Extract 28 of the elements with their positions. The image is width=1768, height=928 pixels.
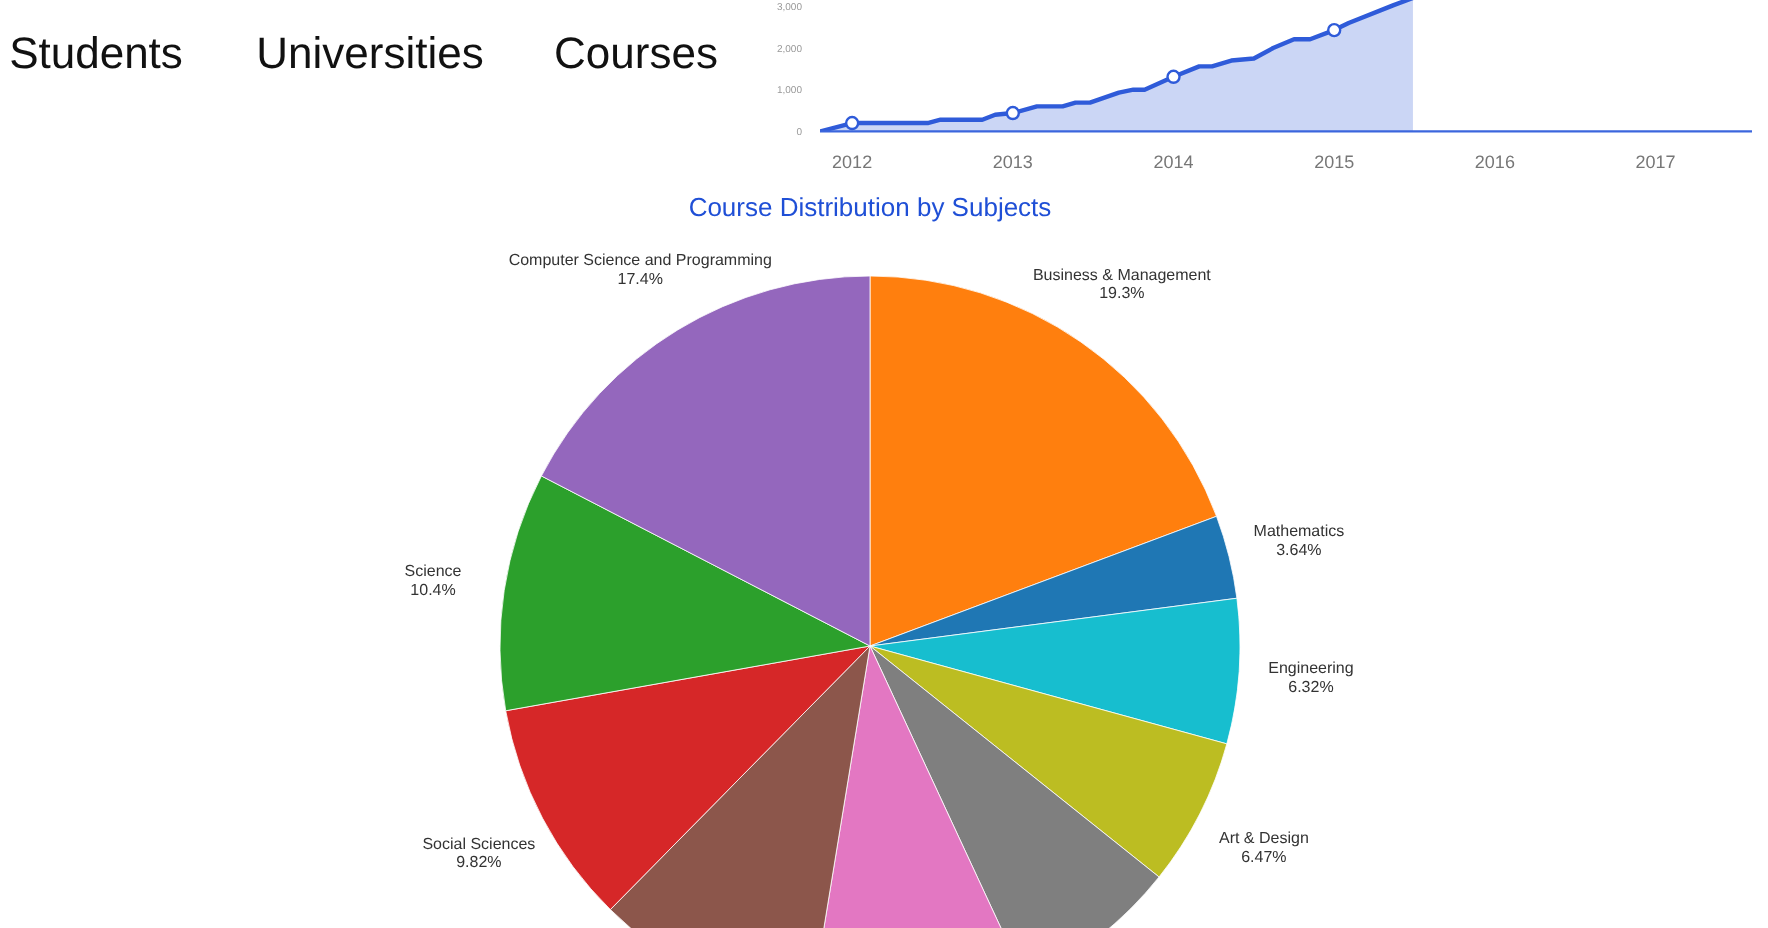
x-tick-label: 2012 xyxy=(832,152,873,172)
chart-title: Course Distribution by Subjects xyxy=(688,192,1053,222)
x-tick-label: 2013 xyxy=(992,152,1033,172)
data-label: 19.3% xyxy=(1099,283,1145,302)
x-tick-label: 2014 xyxy=(1153,152,1194,172)
slice-label: Social Sciences xyxy=(422,834,536,853)
text: Courses xyxy=(554,28,718,78)
point xyxy=(1005,105,1021,121)
slice-label: Science xyxy=(404,562,463,581)
data-label: 9.82% xyxy=(456,853,502,872)
data-label: 3.64% xyxy=(1276,540,1322,559)
slice-label: Mathematics xyxy=(1253,522,1345,541)
x-tick-label: 2015 xyxy=(1314,152,1355,172)
slice-label: Business & Management xyxy=(1032,265,1213,284)
point xyxy=(844,115,860,131)
x-tick-label: 2017 xyxy=(1635,152,1676,172)
data-label: 6.47% xyxy=(1241,847,1287,866)
point xyxy=(1327,22,1342,38)
slice-label: Computer Science and Programming xyxy=(508,251,772,270)
data-label: 10.4% xyxy=(410,580,456,599)
text: Students xyxy=(9,28,183,78)
text: Universities xyxy=(256,28,484,78)
data-label: 6.32% xyxy=(1288,677,1334,696)
slice-label: Engineering xyxy=(1268,659,1354,678)
x-tick-label: 2016 xyxy=(1474,152,1515,172)
point xyxy=(1166,69,1181,84)
slice-label: Art & Design xyxy=(1218,829,1309,848)
data-label: 17.4% xyxy=(617,269,663,288)
